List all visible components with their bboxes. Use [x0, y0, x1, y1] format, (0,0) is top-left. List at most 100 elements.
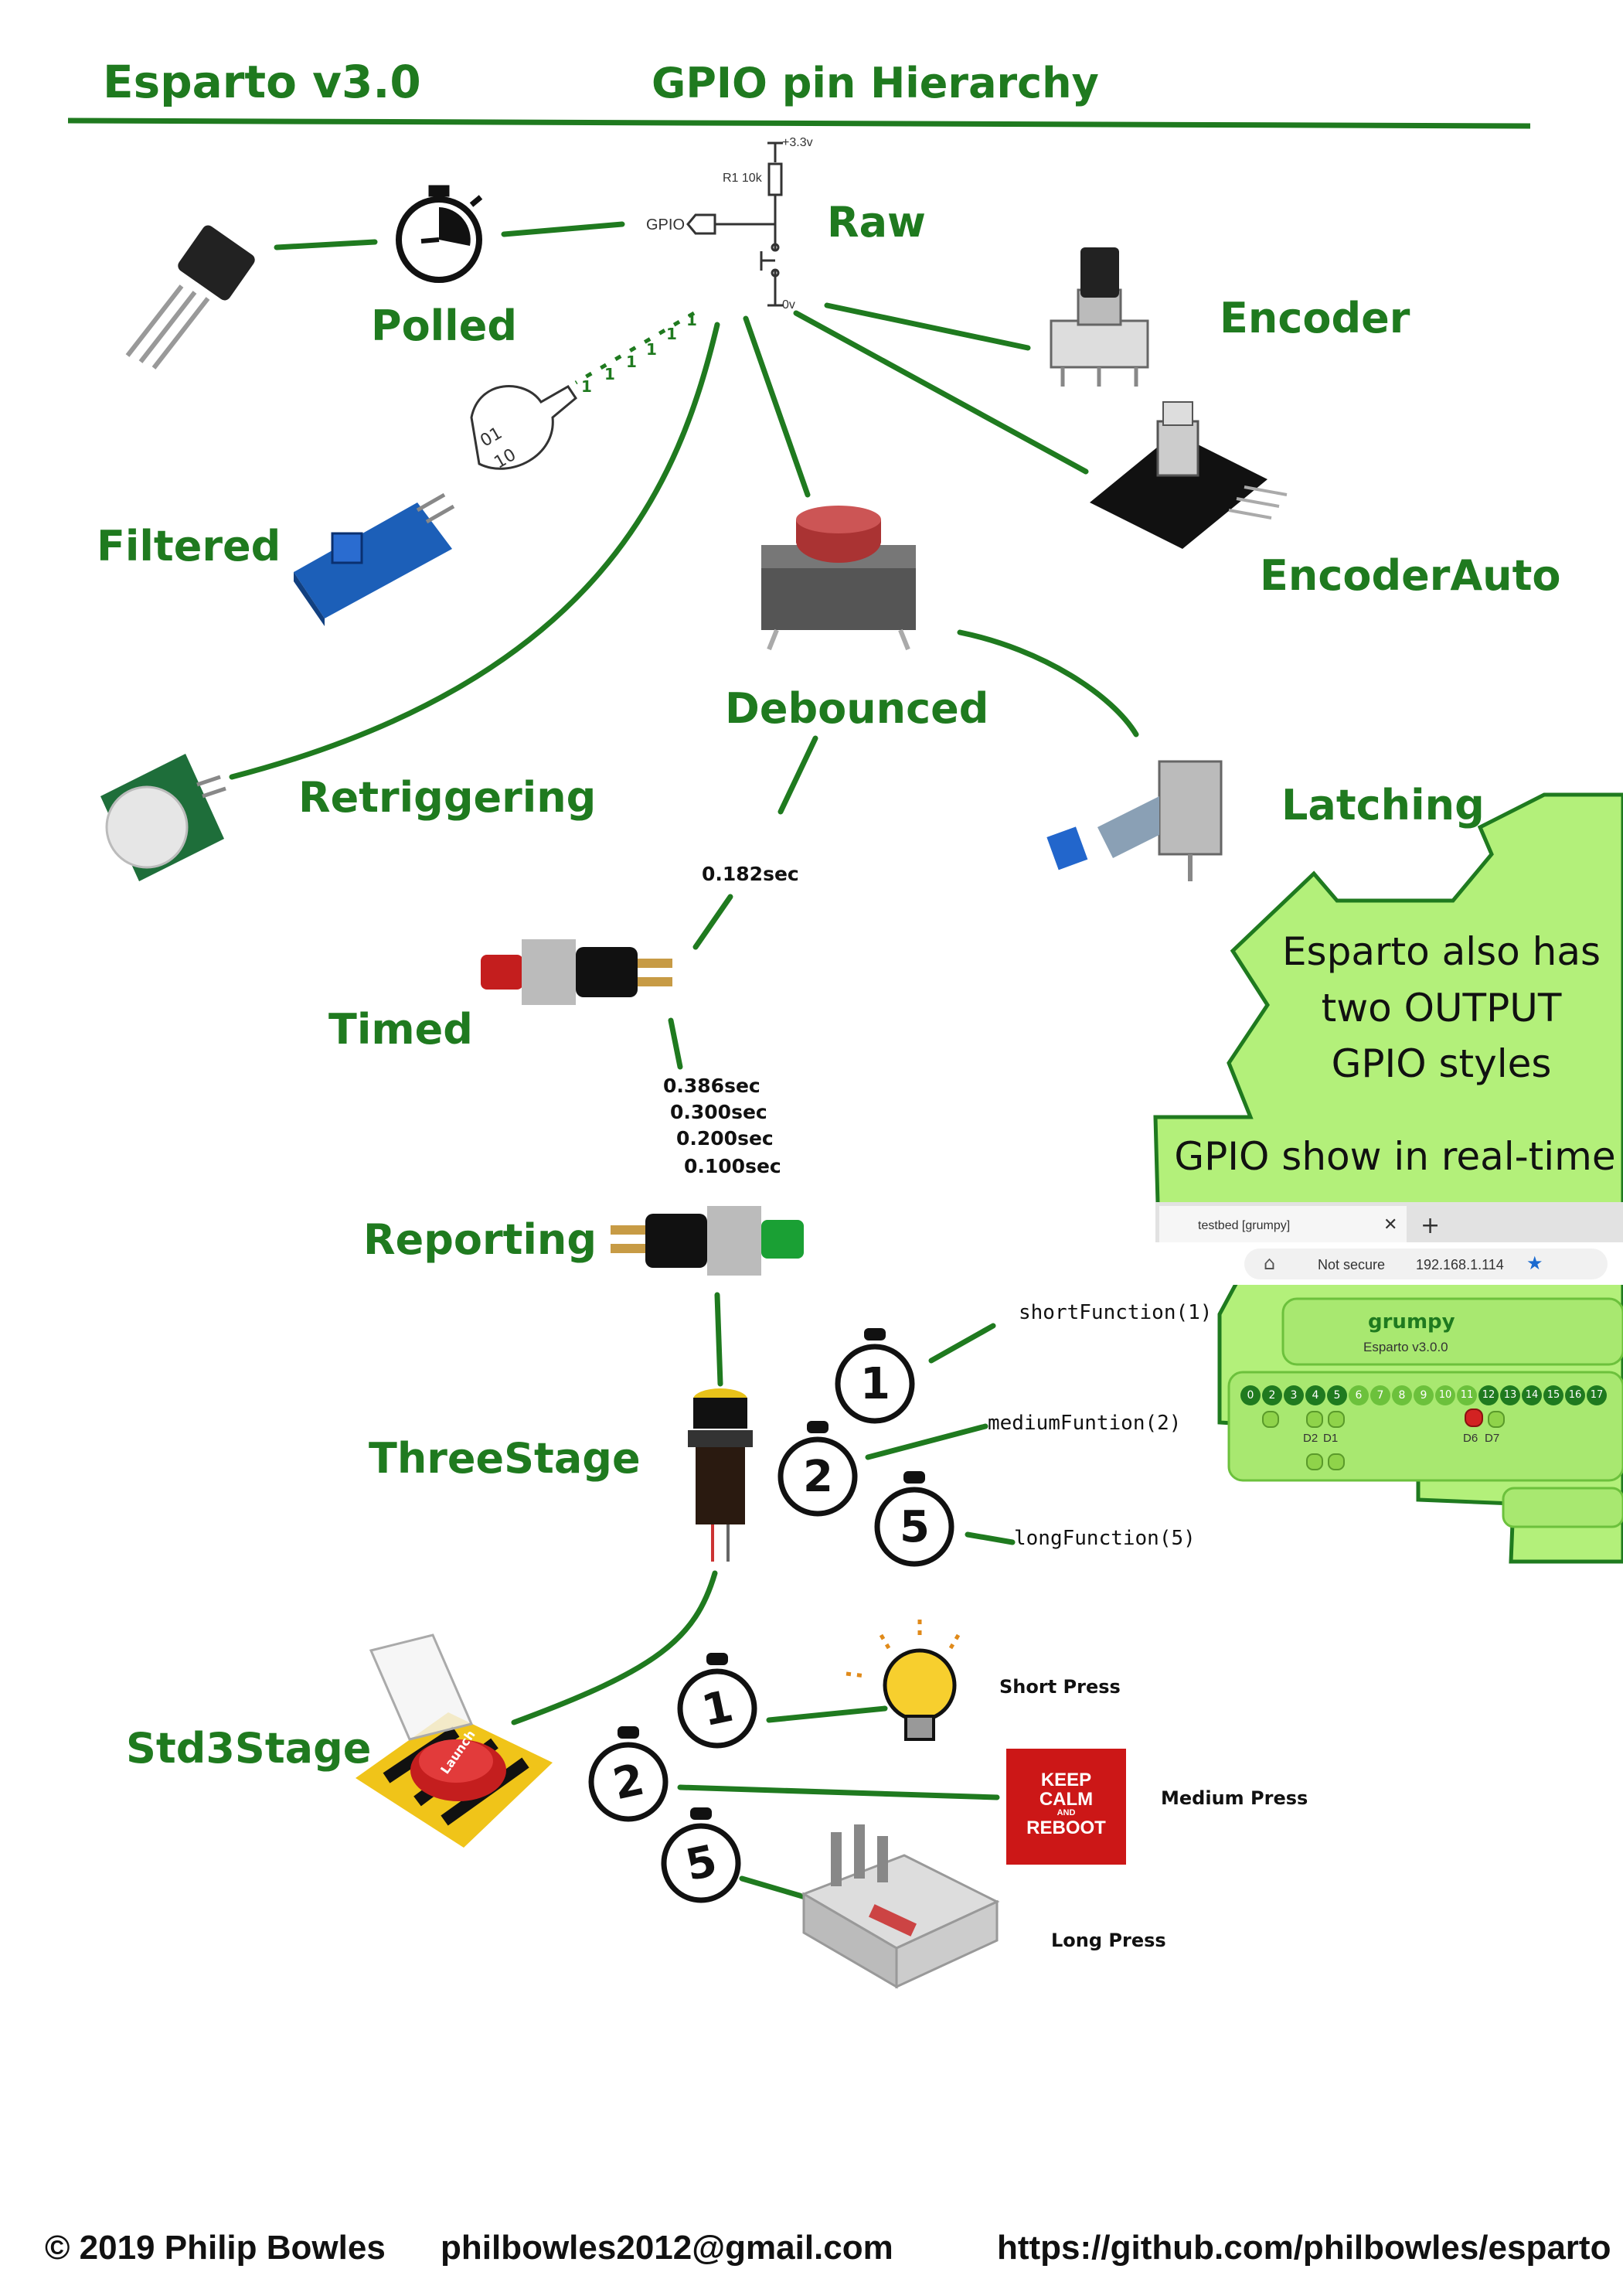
link-debounced-latching: [957, 629, 1139, 738]
node-encoder: Encoder: [1220, 294, 1410, 342]
long-press-label: Long Press: [1051, 1930, 1166, 1951]
filter-one: 1: [646, 340, 657, 359]
timer-2b-icon: [588, 1742, 669, 1822]
pir-sensor-icon: [100, 754, 226, 881]
schematic-ground: 0v: [782, 298, 795, 312]
filter-dash-line: [574, 311, 696, 385]
factory-icon: [801, 1824, 1000, 1989]
stopwatch-icon: [396, 185, 483, 283]
device-name: grumpy: [1368, 1310, 1455, 1334]
timer-1-icon: [835, 1344, 915, 1424]
home-icon[interactable]: ⌂: [1264, 1252, 1276, 1274]
reporting-button-icon: [611, 1206, 804, 1276]
timing-reporting-1: 0.386sec: [663, 1075, 760, 1097]
gpio-pin: 8: [1392, 1385, 1412, 1405]
link-timer-timed: [692, 894, 733, 950]
outputs-note-line-2: two OUTPUT: [1321, 986, 1562, 1030]
link-polled-raw: [501, 221, 625, 237]
keep-calm-text: KEEP CALM AND REBOOT: [1006, 1770, 1126, 1838]
outputs-callout: [1153, 792, 1623, 1564]
raw-schematic: [686, 141, 783, 307]
filter-one: 1: [604, 365, 615, 383]
timer-2-number: 2: [803, 1452, 833, 1502]
gpio-pin: 17: [1587, 1385, 1607, 1405]
gpio-pin: 16: [1565, 1385, 1585, 1405]
gpio-pin: 3: [1284, 1385, 1304, 1405]
timer-5-icon: [874, 1487, 954, 1567]
threestage-button-icon: [688, 1388, 753, 1562]
gpio-pin: 9: [1414, 1385, 1434, 1405]
page-subtitle: GPIO pin Hierarchy: [652, 59, 1099, 107]
gpio-pin: 15: [1543, 1385, 1563, 1405]
node-filtered: Filtered: [97, 522, 281, 571]
page-title: Esparto v3.0: [103, 56, 421, 108]
pin-label: D6: [1463, 1432, 1478, 1445]
address-bar[interactable]: 192.168.1.114: [1416, 1257, 1504, 1272]
close-tab-icon[interactable]: ✕: [1383, 1215, 1398, 1235]
filter-one: 1: [666, 325, 677, 343]
node-threestage: ThreeStage: [369, 1434, 641, 1483]
schematic-gpio: GPIO: [646, 216, 686, 233]
gpio-pin: 10: [1435, 1385, 1455, 1405]
timer-2-icon: [777, 1436, 858, 1517]
filter-one: 1: [626, 353, 637, 371]
pin-label: D1: [1323, 1432, 1339, 1445]
new-tab-icon[interactable]: +: [1421, 1212, 1441, 1239]
led-indicator: [1306, 1453, 1323, 1470]
short-function-label: shortFunction(1): [1019, 1301, 1213, 1324]
node-latching: Latching: [1281, 781, 1485, 829]
link-t1-short: [928, 1323, 996, 1364]
launch-button-icon: Launch: [356, 1633, 553, 1848]
led-indicator-on: [1465, 1409, 1483, 1427]
gpio-pin: 14: [1522, 1385, 1542, 1405]
medium-press-label: Medium Press: [1161, 1787, 1308, 1809]
node-timed: Timed: [328, 1005, 473, 1054]
link-t5-long: [965, 1531, 1016, 1545]
keep-calm-line: CALM: [1039, 1789, 1094, 1811]
link-b1-bulb: [766, 1705, 888, 1723]
node-raw: Raw: [827, 198, 926, 247]
link-sensor-polled: [274, 239, 378, 250]
gpio-pin: 12: [1478, 1385, 1499, 1405]
outputs-note-line-3: GPIO styles: [1331, 1041, 1552, 1086]
filter-funnel-icon: 01 10: [470, 385, 577, 473]
link-raw-retriggering: [229, 322, 720, 780]
link-t2-medium: [865, 1423, 988, 1460]
short-press-label: Short Press: [999, 1676, 1121, 1698]
link-raw-encoderauto: [793, 310, 1089, 475]
timer-5-number: 5: [900, 1502, 930, 1552]
pin-label: D7: [1485, 1432, 1500, 1445]
footer-email[interactable]: philbowles2012@gmail.com: [441, 2229, 893, 2267]
encoder-module-icon: [1090, 401, 1288, 549]
led-indicator: [1306, 1411, 1323, 1428]
gpio-pin: 5: [1327, 1385, 1347, 1405]
bookmark-star-icon[interactable]: ★: [1526, 1252, 1543, 1274]
tactile-button-icon: [761, 506, 916, 651]
filter-board-icon: [294, 492, 455, 626]
timing-reporting-4: 0.100sec: [684, 1155, 781, 1177]
keep-calm-box: [1006, 1749, 1126, 1865]
filter-one: 1: [686, 311, 697, 329]
header-rule: [67, 118, 1531, 129]
browser-tab-title[interactable]: testbed [grumpy]: [1198, 1219, 1291, 1232]
footer-url[interactable]: https://github.com/philbowles/esparto: [997, 2229, 1611, 2267]
device-version: Esparto v3.0.0: [1363, 1340, 1448, 1354]
gpio-pin: 4: [1305, 1385, 1325, 1405]
security-indicator[interactable]: Not secure: [1318, 1257, 1386, 1272]
gpio-pin: 0: [1240, 1385, 1261, 1405]
schematic-resistor: R1 10k: [723, 172, 762, 185]
latching-switch-icon: [1046, 760, 1223, 881]
link-reporting-threestage: [714, 1292, 723, 1387]
long-function-label: longFunction(5): [1014, 1527, 1196, 1550]
node-polled: Polled: [371, 301, 517, 350]
footer-copyright: © 2019 Philip Bowles: [45, 2229, 386, 2267]
outputs-note-line-4: GPIO show in real-time: [1174, 1134, 1616, 1179]
node-debounced: Debounced: [725, 684, 989, 733]
filter-one: 1: [581, 377, 592, 396]
gpio-pin: 2: [1262, 1385, 1282, 1405]
gpio-pin-row: 0 2 3 4 5 6 7 8 9 10 11 12 13 14 15 16 1…: [1240, 1385, 1607, 1405]
lightbulb-icon: [846, 1620, 961, 1741]
link-b5-factory: [739, 1875, 811, 1901]
timing-reporting-2: 0.300sec: [670, 1101, 767, 1123]
node-std3stage: Std3Stage: [126, 1724, 372, 1773]
